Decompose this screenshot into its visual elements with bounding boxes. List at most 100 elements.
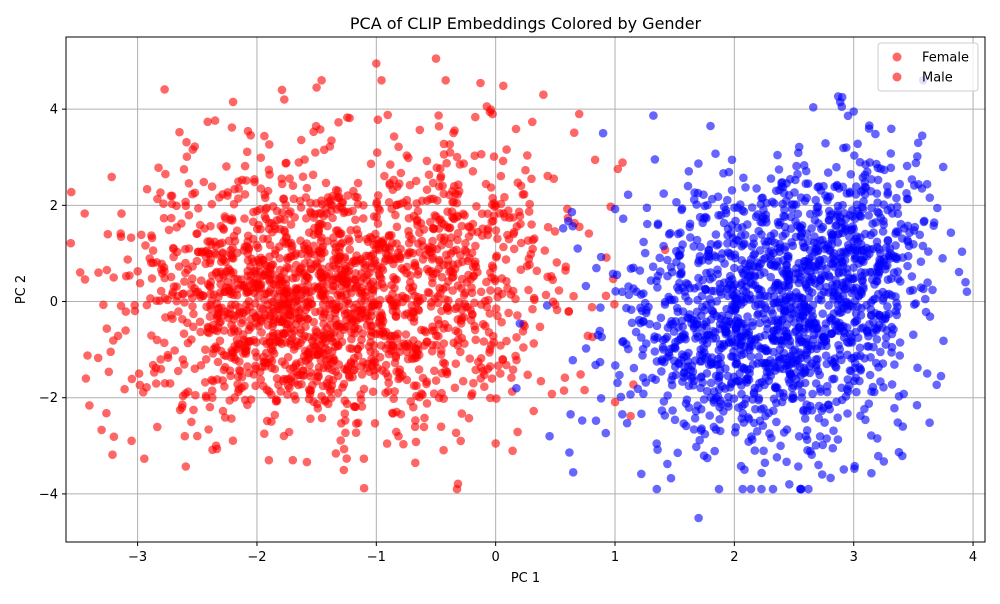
data-point bbox=[643, 220, 652, 229]
data-point bbox=[715, 485, 724, 494]
data-point bbox=[271, 250, 280, 259]
data-point bbox=[893, 267, 902, 276]
data-point bbox=[665, 351, 674, 360]
data-point bbox=[770, 395, 779, 404]
data-point bbox=[480, 337, 489, 346]
data-point bbox=[749, 251, 758, 260]
data-point bbox=[716, 280, 725, 289]
data-point bbox=[333, 205, 342, 214]
data-point bbox=[373, 236, 382, 245]
data-point bbox=[449, 129, 458, 138]
data-point bbox=[866, 371, 875, 380]
data-point bbox=[206, 222, 215, 231]
data-point bbox=[178, 290, 187, 299]
data-point bbox=[780, 189, 789, 198]
data-point bbox=[328, 366, 337, 375]
data-point bbox=[846, 366, 855, 375]
data-point bbox=[265, 275, 274, 284]
legend-marker-male bbox=[893, 73, 902, 82]
data-point bbox=[560, 386, 569, 395]
data-point bbox=[430, 367, 439, 376]
data-point bbox=[856, 158, 865, 167]
data-point bbox=[643, 204, 652, 213]
series-1-points bbox=[512, 76, 1000, 522]
data-point bbox=[832, 326, 841, 335]
data-point bbox=[648, 374, 657, 383]
data-point bbox=[767, 260, 776, 269]
data-point bbox=[511, 295, 520, 304]
data-point bbox=[792, 162, 801, 171]
data-point bbox=[451, 384, 460, 393]
data-point bbox=[873, 434, 882, 443]
data-point bbox=[403, 251, 412, 260]
data-point bbox=[802, 167, 811, 176]
data-point bbox=[411, 459, 420, 468]
data-point bbox=[290, 345, 299, 354]
data-point bbox=[699, 190, 708, 199]
data-point bbox=[707, 240, 716, 249]
data-point bbox=[283, 285, 292, 294]
data-point bbox=[639, 317, 648, 326]
data-point bbox=[312, 122, 321, 131]
data-point bbox=[678, 377, 687, 386]
data-point bbox=[803, 446, 812, 455]
data-point bbox=[231, 311, 240, 320]
data-point bbox=[228, 123, 237, 132]
data-point bbox=[760, 268, 769, 277]
data-point bbox=[260, 132, 269, 141]
data-point bbox=[498, 274, 507, 283]
data-point bbox=[226, 246, 235, 255]
data-point bbox=[452, 429, 461, 438]
data-point bbox=[819, 182, 828, 191]
data-point bbox=[885, 310, 894, 319]
data-point bbox=[201, 378, 210, 387]
data-point bbox=[857, 290, 866, 299]
data-point bbox=[428, 347, 437, 356]
data-point bbox=[802, 400, 811, 409]
data-point bbox=[529, 407, 538, 416]
legend: Female Male bbox=[878, 43, 978, 91]
data-point bbox=[697, 373, 706, 382]
data-point bbox=[724, 225, 733, 234]
data-point bbox=[257, 153, 266, 162]
data-point bbox=[669, 344, 678, 353]
data-point bbox=[299, 366, 308, 375]
data-point bbox=[229, 98, 238, 107]
data-point bbox=[187, 418, 196, 427]
data-point bbox=[262, 268, 271, 277]
data-point bbox=[704, 256, 713, 265]
data-point bbox=[963, 287, 972, 296]
data-point bbox=[840, 465, 849, 474]
data-point bbox=[909, 330, 918, 339]
data-point bbox=[430, 211, 439, 220]
data-point bbox=[569, 292, 578, 301]
data-point bbox=[292, 261, 301, 270]
data-point bbox=[512, 125, 521, 134]
data-point bbox=[185, 179, 194, 188]
data-point bbox=[188, 274, 197, 283]
data-point bbox=[467, 391, 476, 400]
data-point bbox=[691, 356, 700, 365]
data-point bbox=[404, 355, 413, 364]
data-point bbox=[690, 425, 699, 434]
data-point bbox=[147, 331, 156, 340]
data-point bbox=[896, 338, 905, 347]
data-point bbox=[342, 454, 351, 463]
data-point bbox=[702, 322, 711, 331]
data-point bbox=[428, 326, 437, 335]
data-point bbox=[668, 406, 677, 415]
data-point bbox=[794, 381, 803, 390]
data-point bbox=[469, 379, 478, 388]
data-point bbox=[240, 309, 249, 318]
data-point bbox=[904, 222, 913, 231]
data-point bbox=[492, 253, 501, 262]
data-point bbox=[653, 485, 662, 494]
data-point bbox=[775, 247, 784, 256]
data-point bbox=[711, 149, 720, 158]
data-point bbox=[892, 194, 901, 203]
data-point bbox=[813, 203, 822, 212]
data-point bbox=[614, 165, 623, 174]
data-point bbox=[611, 287, 620, 296]
data-point bbox=[513, 428, 522, 437]
data-point bbox=[289, 292, 298, 301]
